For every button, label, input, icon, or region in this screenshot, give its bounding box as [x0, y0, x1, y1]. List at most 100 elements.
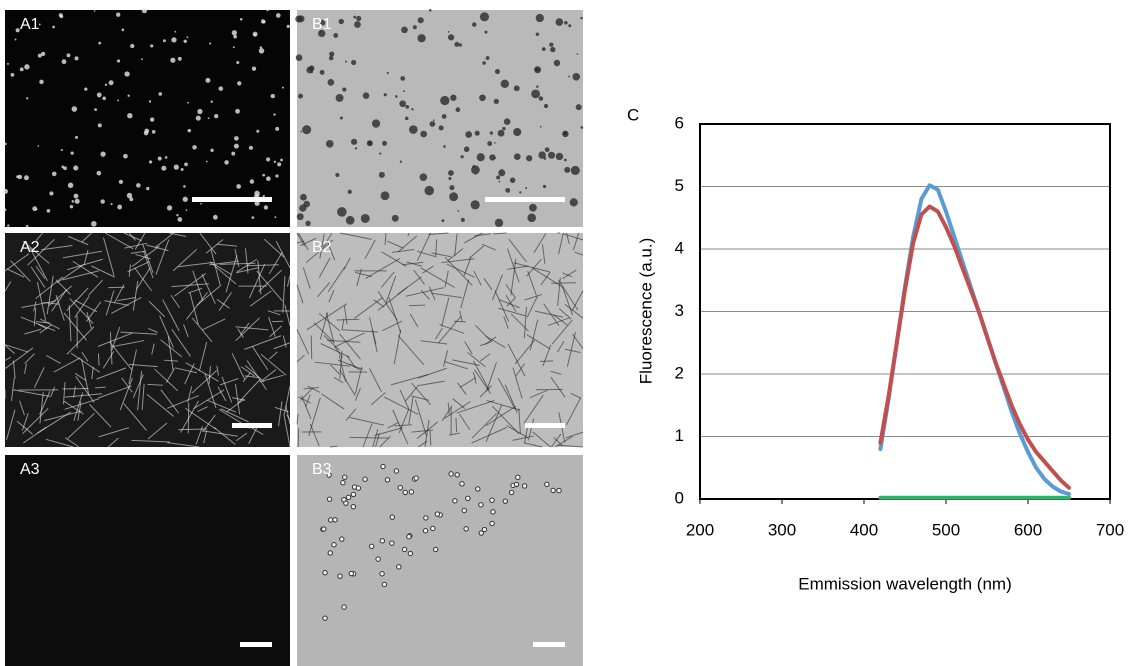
- fibril: [113, 284, 125, 304]
- fibril: [64, 393, 103, 398]
- particle: [411, 108, 414, 111]
- cell: [341, 497, 347, 503]
- cell: [389, 514, 396, 520]
- particle: [58, 13, 63, 18]
- fibril: [163, 359, 179, 362]
- fibril: [4, 347, 34, 370]
- fibril: [523, 306, 527, 339]
- fibril: [527, 270, 537, 296]
- fibril: [148, 327, 158, 333]
- particle: [239, 17, 243, 21]
- fibril: [48, 285, 73, 307]
- fibril: [167, 395, 200, 409]
- cell: [362, 476, 368, 482]
- fibril: [132, 374, 144, 398]
- cell: [489, 520, 495, 527]
- fibril: [183, 324, 189, 338]
- fibril: [310, 335, 313, 360]
- fibril: [165, 368, 175, 383]
- particle: [535, 13, 544, 23]
- fibril: [55, 295, 65, 321]
- fibril: [178, 261, 214, 268]
- fibril: [304, 394, 311, 408]
- particle: [438, 125, 444, 131]
- fibril: [235, 267, 259, 274]
- particle: [354, 147, 358, 150]
- fibril: [401, 261, 424, 266]
- fibril: [12, 389, 51, 397]
- particle: [450, 94, 457, 101]
- particle: [281, 86, 284, 89]
- particle: [513, 85, 520, 92]
- fibril: [444, 360, 469, 370]
- fibril: [29, 247, 48, 282]
- fibril: [505, 294, 517, 312]
- particle: [270, 93, 275, 99]
- fibril: [160, 339, 183, 358]
- cell: [461, 507, 467, 514]
- fibril: [464, 341, 473, 355]
- particle: [575, 104, 582, 111]
- fibril: [102, 350, 115, 369]
- cell: [375, 556, 381, 562]
- fibril: [160, 389, 180, 414]
- fibril: [444, 401, 471, 419]
- fibril: [128, 363, 158, 368]
- fibril: [235, 432, 248, 442]
- fibril: [262, 369, 277, 381]
- particle: [383, 93, 387, 97]
- fibril: [226, 398, 245, 413]
- fibril: [44, 410, 82, 422]
- particle: [180, 168, 184, 171]
- fibril: [202, 430, 238, 437]
- fibril: [36, 282, 47, 321]
- fibril: [345, 408, 357, 421]
- particle: [367, 140, 373, 146]
- fibril: [506, 425, 529, 439]
- fibril: [155, 239, 170, 275]
- particle: [403, 90, 405, 93]
- fibril: [566, 397, 582, 426]
- fibril: [27, 238, 55, 266]
- particle: [399, 100, 407, 108]
- particle: [164, 156, 168, 159]
- cell: [463, 526, 469, 532]
- particle: [52, 25, 55, 29]
- particle: [275, 174, 279, 178]
- fibril: [249, 290, 272, 307]
- cell: [489, 497, 495, 503]
- particle: [161, 165, 167, 171]
- fibril: [21, 300, 57, 308]
- fibril: [46, 275, 54, 315]
- particle: [121, 28, 125, 32]
- fibril: [474, 324, 493, 343]
- fibril: [185, 407, 217, 430]
- particle: [96, 92, 102, 98]
- fibril: [258, 269, 282, 292]
- fibril: [242, 372, 251, 383]
- fibril: [456, 400, 495, 414]
- fibril: [542, 344, 552, 367]
- fibril: [74, 296, 90, 318]
- fibril: [274, 406, 289, 413]
- fibril: [529, 319, 539, 351]
- fibril: [273, 342, 291, 350]
- fibril: [187, 403, 190, 434]
- fibril: [210, 248, 221, 286]
- cell: [550, 487, 556, 494]
- panel-label: B3: [312, 461, 332, 478]
- fibril: [134, 232, 146, 250]
- fibril: [33, 301, 37, 312]
- particle: [400, 76, 406, 81]
- micrograph: [5, 10, 290, 227]
- fibril: [413, 269, 425, 285]
- particle: [302, 125, 312, 135]
- fibril: [282, 276, 286, 313]
- fibril: [81, 352, 89, 362]
- particle: [35, 27, 37, 30]
- fibril: [45, 438, 74, 448]
- particle: [118, 179, 124, 184]
- cell: [322, 615, 328, 621]
- fibril: [167, 336, 174, 371]
- particle: [449, 192, 459, 202]
